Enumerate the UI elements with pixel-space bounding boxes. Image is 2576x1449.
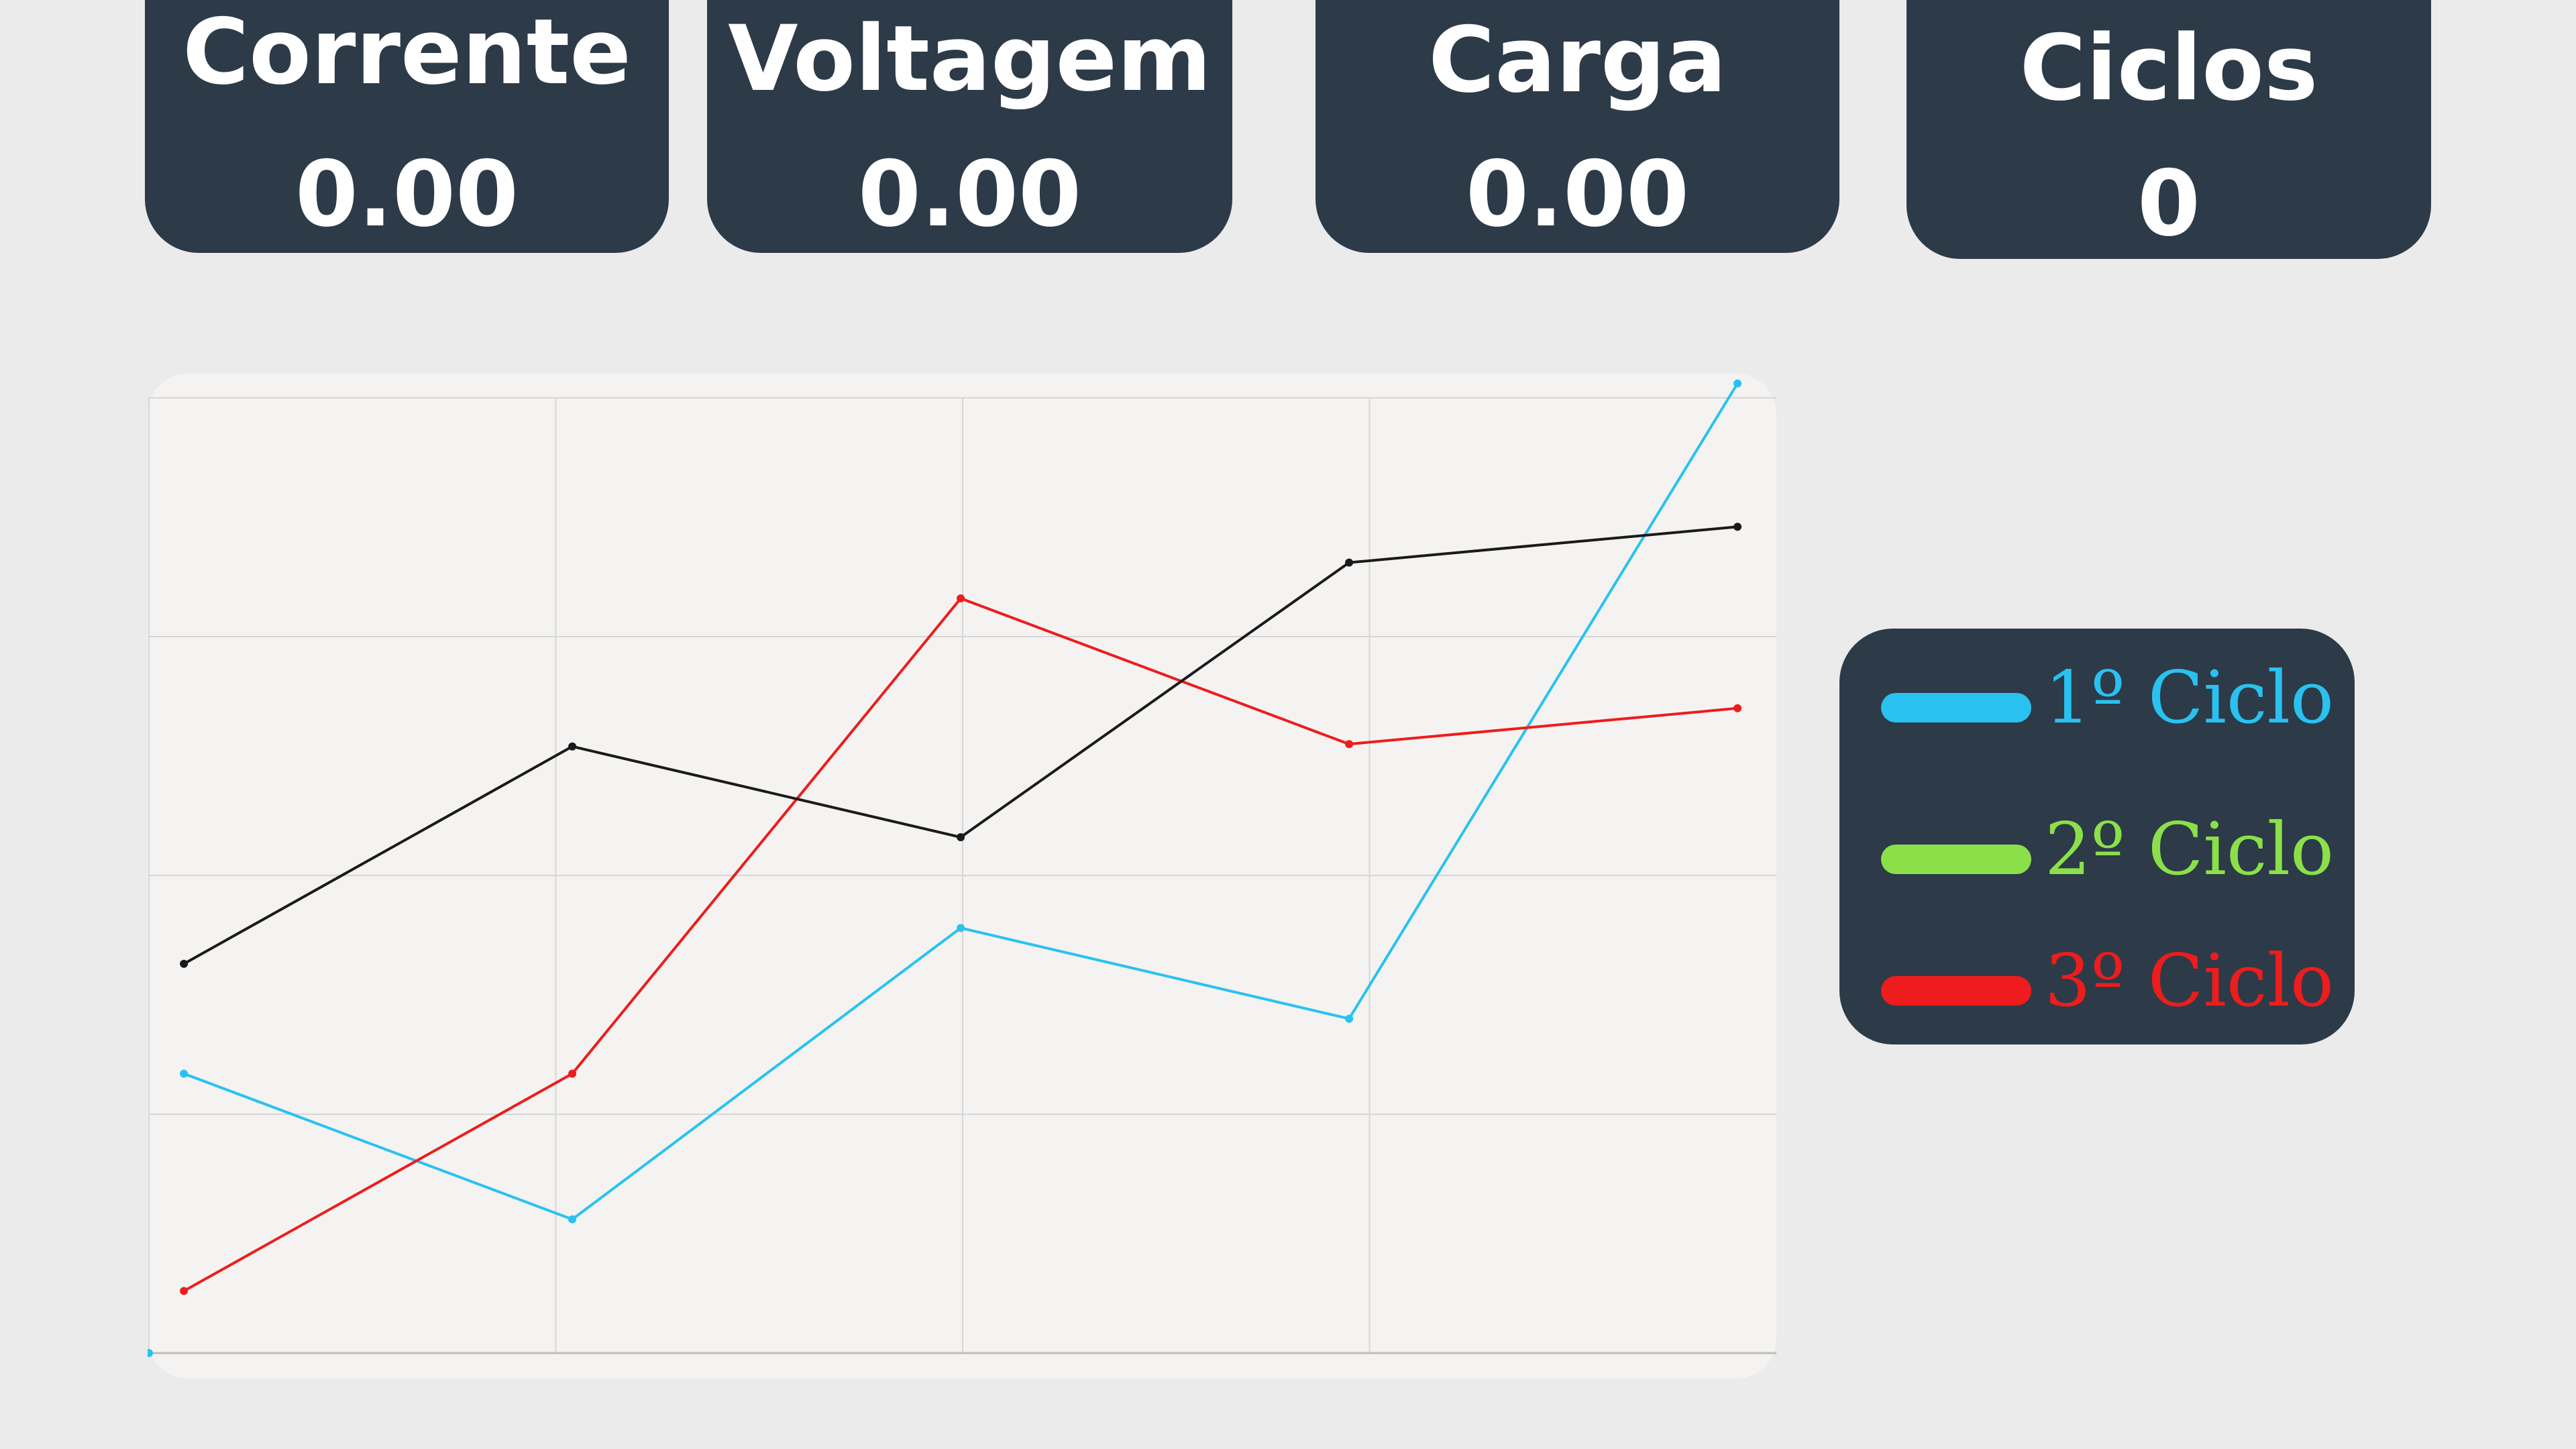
- series-3-point: [180, 959, 189, 968]
- series-2-point: [1733, 704, 1742, 712]
- series-1-point: [568, 1215, 577, 1224]
- carga-value: 0.00: [1465, 142, 1690, 247]
- line-chart: [148, 379, 1776, 1357]
- legend-label-1: 1º Ciclo: [2045, 656, 2334, 740]
- legend-label-3: 3º Ciclo: [2045, 939, 2334, 1023]
- series-3-point: [1345, 558, 1354, 567]
- series-1-point: [1733, 379, 1742, 388]
- legend-swatch-3: [1881, 976, 2031, 1006]
- corrente-value: 0.00: [294, 142, 519, 247]
- chart-panel: [148, 374, 1776, 1379]
- ciclos-value: 0: [2137, 151, 2200, 256]
- corrente-card: Corrente 0.00: [145, 0, 669, 253]
- series-3-point: [1733, 523, 1742, 531]
- series-2-point: [957, 594, 965, 603]
- series-2-point: [568, 1069, 577, 1078]
- series-3-point: [957, 833, 965, 842]
- series-1-point: [180, 1069, 189, 1078]
- series-1-point: [1345, 1014, 1354, 1023]
- carga-card: Carga 0.00: [1316, 0, 1839, 253]
- legend-swatch-1: [1881, 693, 2031, 722]
- ciclos-card: Ciclos 0: [1907, 0, 2431, 259]
- origin-point: [148, 1349, 153, 1357]
- corrente-label: Corrente: [182, 0, 631, 105]
- legend-swatch-2: [1881, 845, 2031, 874]
- carga-label: Carga: [1428, 7, 1727, 113]
- voltagem-label: Voltagem: [728, 6, 1212, 111]
- legend: 1º Ciclo 2º Ciclo 3º Ciclo: [1839, 629, 2355, 1044]
- series-2-point: [180, 1287, 189, 1295]
- series-1-point: [957, 924, 965, 932]
- voltagem-value: 0.00: [857, 142, 1082, 247]
- ciclos-label: Ciclos: [2019, 15, 2318, 121]
- series-line-2: [183, 597, 1738, 1293]
- series-3-point: [568, 742, 577, 751]
- series-line-3: [183, 525, 1738, 965]
- legend-label-2: 2º Ciclo: [2045, 808, 2334, 892]
- voltagem-card: Voltagem 0.00: [707, 0, 1232, 253]
- series-line-1: [183, 382, 1739, 1221]
- series-2-point: [1345, 740, 1354, 749]
